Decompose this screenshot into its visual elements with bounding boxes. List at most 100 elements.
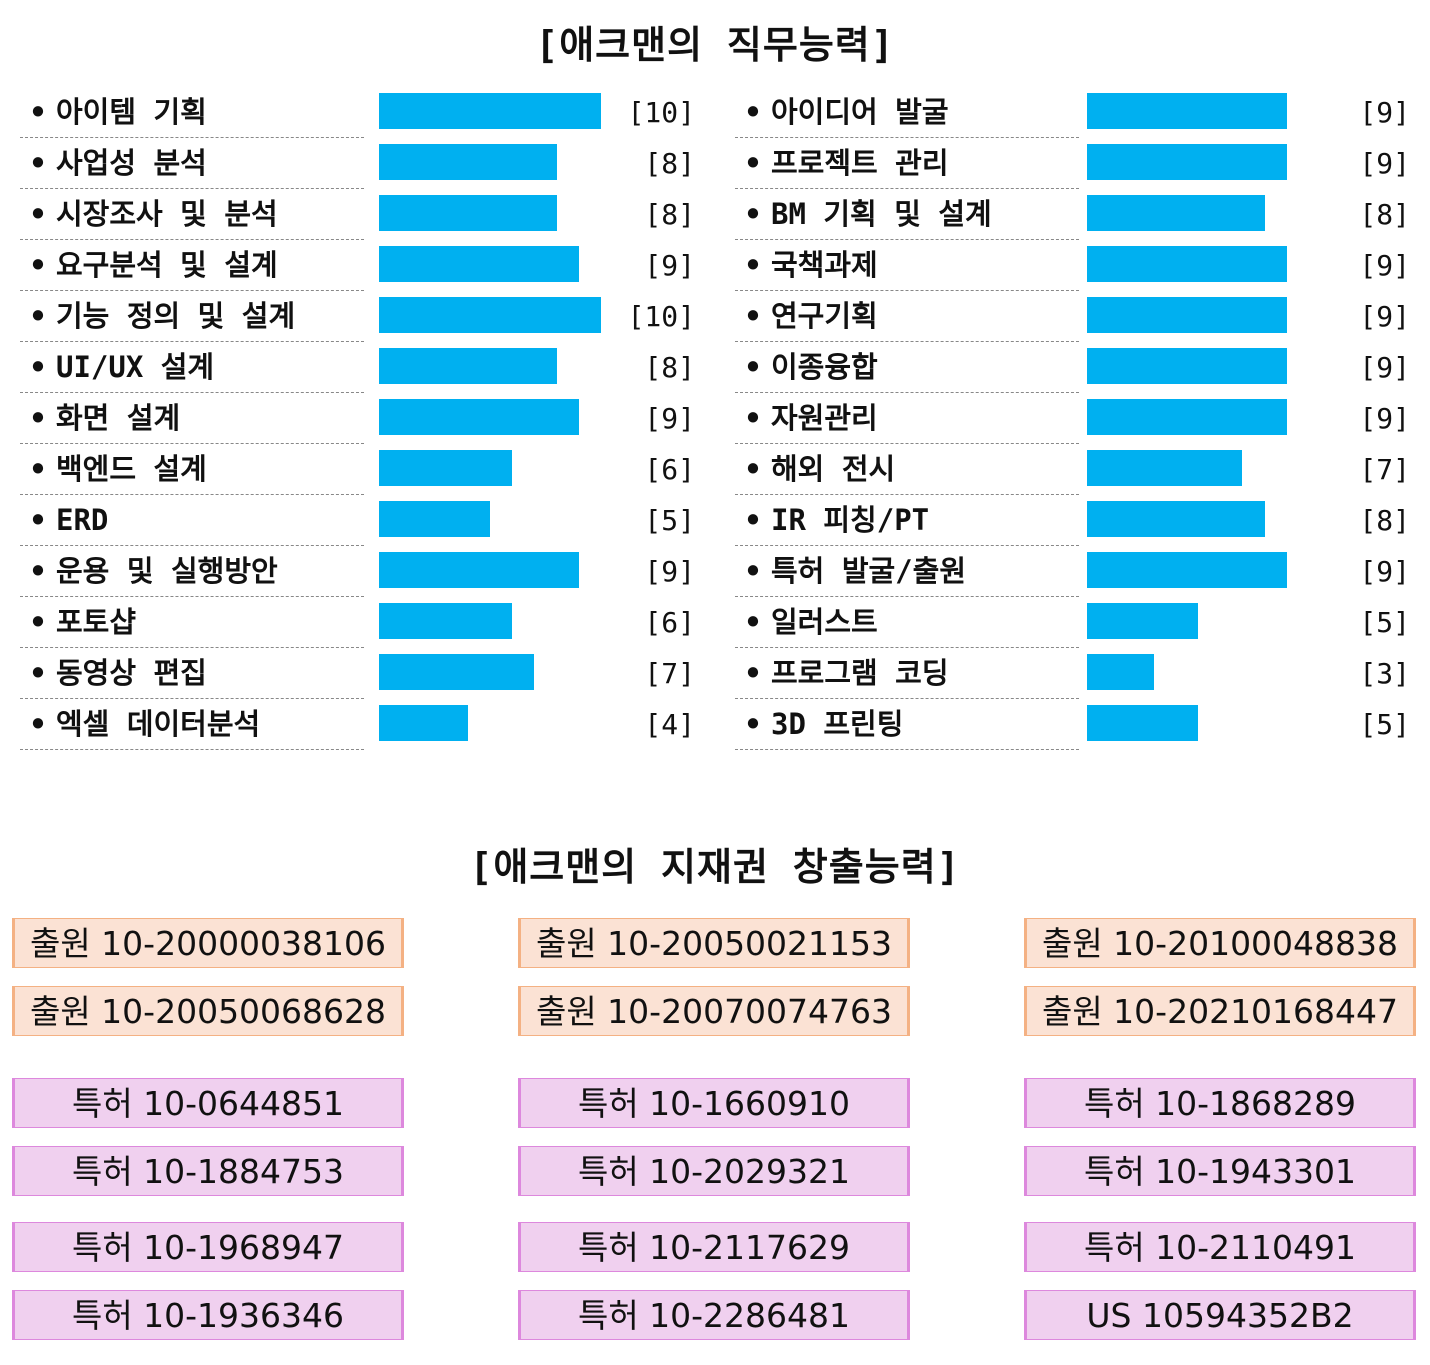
skill-row-left-12: • 동영상 편집 [7] xyxy=(20,649,700,700)
skill-label-text: 사업성 분석 xyxy=(56,146,207,180)
skill-label-text: 국책과제 xyxy=(771,248,878,282)
skill-label: • IR 피칭/PT xyxy=(735,496,1079,546)
bullet-icon: • xyxy=(29,605,47,639)
skill-row-left-5: • 기능 정의 및 설계 [10] xyxy=(20,292,700,343)
skill-label: • 엑셀 데이터분석 xyxy=(20,700,364,750)
skill-label: • 백엔드 설계 xyxy=(20,445,364,495)
skill-value-label: [9] xyxy=(644,555,695,588)
skill-label-text: 엑셀 데이터분석 xyxy=(56,707,261,741)
skill-label: • 동영상 편집 xyxy=(20,649,364,699)
skill-row-left-9: • ERD [5] xyxy=(20,496,700,547)
skill-row-right-7: • 자원관리 [9] xyxy=(735,394,1415,445)
skill-row-right-9: • IR 피칭/PT [8] xyxy=(735,496,1415,547)
skill-row-right-2: • 프로젝트 관리 [9] xyxy=(735,139,1415,190)
bullet-icon: • xyxy=(744,299,762,333)
skill-label: • 아이디어 발굴 xyxy=(735,88,1079,138)
skill-value-label: [7] xyxy=(644,657,695,690)
skill-label: • 프로젝트 관리 xyxy=(735,139,1079,189)
skill-label: • 국책과제 xyxy=(735,241,1079,291)
bullet-icon: • xyxy=(29,707,47,741)
skill-value-label: [9] xyxy=(1359,300,1410,333)
bullet-icon: • xyxy=(744,554,762,588)
skills-chart-right: • 아이디어 발굴 [9] • 프로젝트 관리 [9] • BM 기획 및 설계 [8] • 국책과… xyxy=(735,88,1415,751)
patent-box: 특허 10-2029321 xyxy=(518,1146,910,1196)
patent-box: 특허 10-1968947 xyxy=(12,1222,404,1272)
skill-row-left-8: • 백엔드 설계 [6] xyxy=(20,445,700,496)
skill-bar xyxy=(379,654,534,690)
bullet-icon: • xyxy=(744,605,762,639)
skill-bar xyxy=(379,93,601,129)
skill-bar xyxy=(379,552,579,588)
skill-bar xyxy=(1087,654,1154,690)
skill-label-text: UI/UX 설계 xyxy=(56,350,215,384)
skill-label: • 3D 프린팅 xyxy=(735,700,1079,750)
skill-bar xyxy=(1087,93,1287,129)
skill-row-left-1: • 아이템 기획 [10] xyxy=(20,88,700,139)
skill-row-right-8: • 해외 전시 [7] xyxy=(735,445,1415,496)
ip-title: [애크맨의 지재권 창출능력] xyxy=(469,845,961,889)
skill-label: • 시장조사 및 분석 xyxy=(20,190,364,240)
skill-label-text: 포토샵 xyxy=(56,605,137,639)
application-box: 출원 10-20070074763 xyxy=(518,986,910,1036)
skill-label-text: 시장조사 및 분석 xyxy=(56,197,278,231)
skill-label-text: 자원관리 xyxy=(771,401,878,435)
skill-bar xyxy=(379,195,557,231)
bullet-icon: • xyxy=(29,95,47,129)
skill-value-label: [3] xyxy=(1359,657,1410,690)
application-box: 출원 10-20210168447 xyxy=(1024,986,1416,1036)
skill-value-label: [9] xyxy=(644,249,695,282)
skill-label-text: 이종융합 xyxy=(771,350,878,384)
skill-label-text: 요구분석 및 설계 xyxy=(56,248,278,282)
skills-chart-left: • 아이템 기획 [10] • 사업성 분석 [8] • 시장조사 및 분석 [8] • 요구분석 … xyxy=(20,88,700,751)
skill-bar xyxy=(1087,297,1287,333)
skill-value-label: [5] xyxy=(1359,606,1410,639)
skill-bar xyxy=(1087,195,1265,231)
application-box: 출원 10-20100048838 xyxy=(1024,918,1416,968)
skill-value-label: [6] xyxy=(644,453,695,486)
skill-label-text: 일러스트 xyxy=(771,605,878,639)
skill-bar xyxy=(379,144,557,180)
skill-label-text: 프로그램 코딩 xyxy=(771,656,949,690)
skill-label-text: IR 피칭/PT xyxy=(771,503,930,537)
skill-value-label: [9] xyxy=(1359,96,1410,129)
skill-value-label: [5] xyxy=(644,504,695,537)
skill-label: • UI/UX 설계 xyxy=(20,343,364,393)
bullet-icon: • xyxy=(29,503,47,537)
skill-label: • 해외 전시 xyxy=(735,445,1079,495)
skill-value-label: [6] xyxy=(644,606,695,639)
skill-row-left-4: • 요구분석 및 설계 [9] xyxy=(20,241,700,292)
bullet-icon: • xyxy=(29,299,47,333)
skill-label: • 운용 및 실행방안 xyxy=(20,547,364,597)
patent-box: 특허 10-2110491 xyxy=(1024,1222,1416,1272)
skill-row-left-11: • 포토샵 [6] xyxy=(20,598,700,649)
patent-box: 특허 10-2286481 xyxy=(518,1290,910,1340)
skill-bar xyxy=(1087,144,1287,180)
skill-bar xyxy=(379,450,512,486)
skill-value-label: [9] xyxy=(644,402,695,435)
skill-row-left-3: • 시장조사 및 분석 [8] xyxy=(20,190,700,241)
skill-label-text: 해외 전시 xyxy=(771,452,896,486)
skill-row-right-13: • 3D 프린팅 [5] xyxy=(735,700,1415,751)
skill-row-right-5: • 연구기획 [9] xyxy=(735,292,1415,343)
skill-value-label: [9] xyxy=(1359,249,1410,282)
skill-value-label: [7] xyxy=(1359,453,1410,486)
skill-label: • BM 기획 및 설계 xyxy=(735,190,1079,240)
skill-value-label: [8] xyxy=(1359,198,1410,231)
skill-label: • 이종융합 xyxy=(735,343,1079,393)
skill-label-text: ERD xyxy=(56,503,109,537)
patent-box: 특허 10-2117629 xyxy=(518,1222,910,1272)
skill-label-text: 화면 설계 xyxy=(56,401,181,435)
skill-label: • ERD xyxy=(20,496,364,546)
skill-bar xyxy=(1087,705,1198,741)
skill-value-label: [4] xyxy=(644,708,695,741)
bullet-icon: • xyxy=(29,197,47,231)
skill-bar xyxy=(1087,246,1287,282)
skill-row-right-3: • BM 기획 및 설계 [8] xyxy=(735,190,1415,241)
bullet-icon: • xyxy=(744,95,762,129)
patent-box: US 10594352B2 xyxy=(1024,1290,1416,1340)
skill-row-left-2: • 사업성 분석 [8] xyxy=(20,139,700,190)
skill-label: • 프로그램 코딩 xyxy=(735,649,1079,699)
skill-value-label: [8] xyxy=(644,351,695,384)
skill-value-label: [9] xyxy=(1359,147,1410,180)
skill-label-text: 운용 및 실행방안 xyxy=(56,554,278,588)
